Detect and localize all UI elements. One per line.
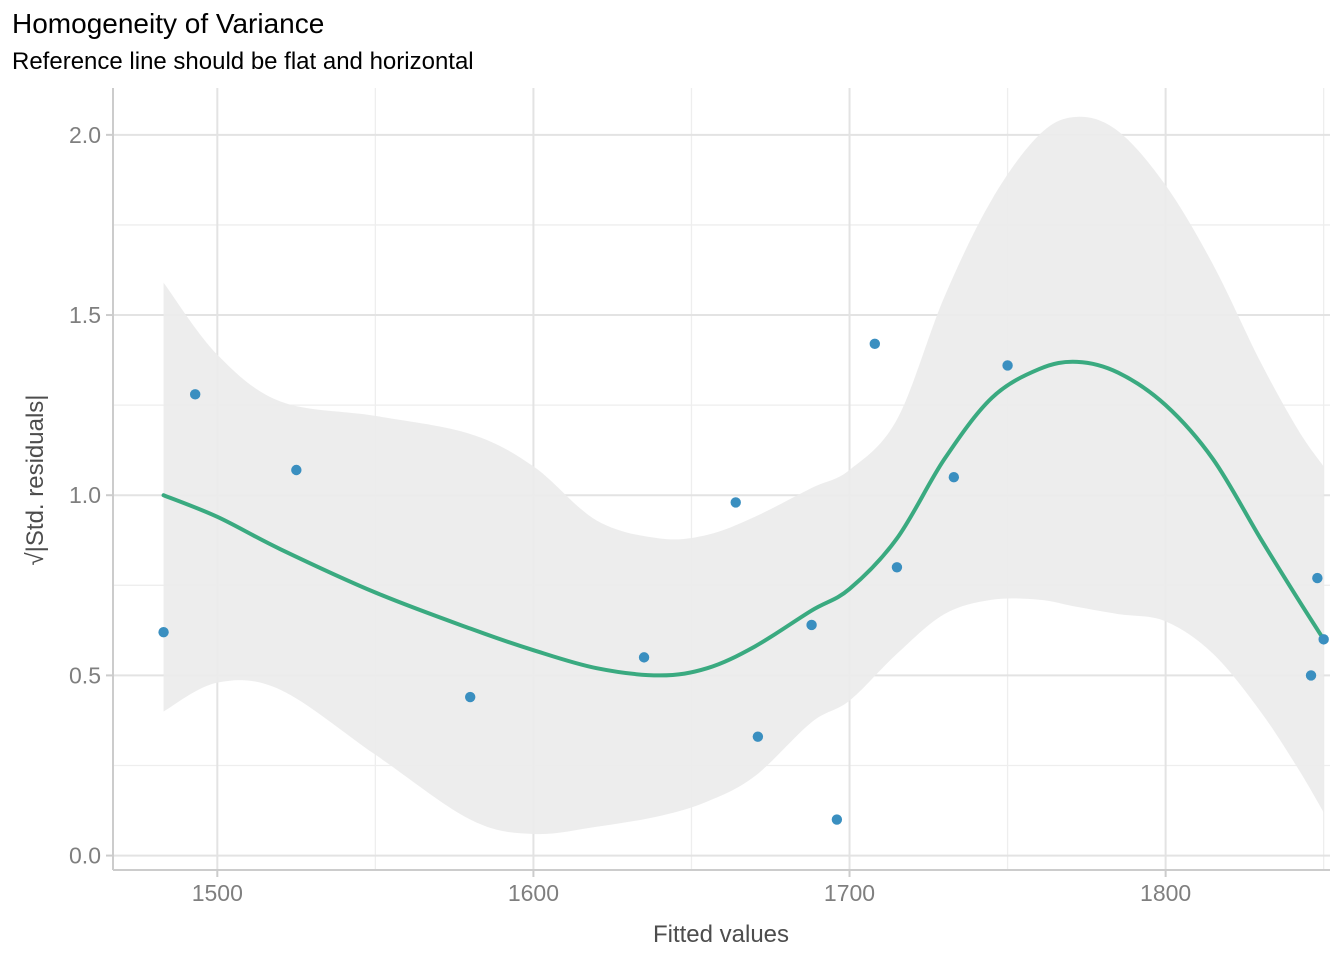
data-point xyxy=(1305,670,1317,681)
data-point xyxy=(869,338,881,350)
data-point xyxy=(158,626,169,638)
data-point xyxy=(752,731,764,742)
y-tick-label: 0.0 xyxy=(69,843,101,869)
data-point xyxy=(638,652,650,663)
x-tick-label: 1500 xyxy=(192,880,243,906)
data-point xyxy=(1312,572,1323,584)
data-point xyxy=(1002,360,1013,371)
data-point xyxy=(189,389,201,400)
tick-labels: 1500 1600 1700 1800 0.0 0.5 1.0 1.5 2.0 xyxy=(69,122,1191,906)
x-axis-title: Fitted values xyxy=(653,921,789,948)
chart-title: Homogeneity of Variance xyxy=(12,8,324,39)
data-point xyxy=(891,562,903,573)
y-tick-label: 0.5 xyxy=(69,662,101,688)
chart-subtitle: Reference line should be flat and horizo… xyxy=(12,48,474,75)
confidence-band xyxy=(163,116,1324,835)
data-point xyxy=(291,464,302,476)
point-layer xyxy=(158,338,1329,825)
x-tick-label: 1700 xyxy=(824,880,875,906)
y-axis-title: √|Std. residuals| xyxy=(22,394,49,565)
data-point xyxy=(464,691,476,703)
y-tick-label: 1.5 xyxy=(69,302,101,328)
data-point xyxy=(948,471,960,483)
data-point xyxy=(831,814,843,825)
data-point xyxy=(730,497,741,508)
smooth-line xyxy=(161,359,1326,678)
axes xyxy=(106,88,1330,877)
y-tick-label: 2.0 xyxy=(69,122,101,148)
smooth-line-layer xyxy=(161,359,1326,678)
data-point xyxy=(806,619,817,631)
y-tick-label: 1.0 xyxy=(69,482,101,508)
confidence-band-layer xyxy=(163,116,1324,835)
x-tick-label: 1800 xyxy=(1140,880,1191,906)
x-tick-label: 1600 xyxy=(508,880,559,906)
data-point xyxy=(1318,634,1329,645)
